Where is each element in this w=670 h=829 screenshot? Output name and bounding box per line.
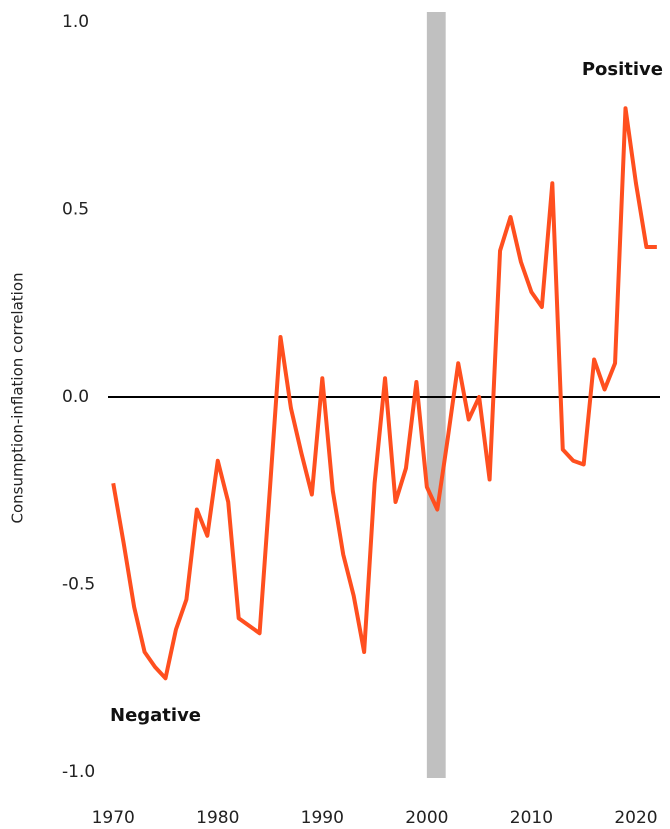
y-tick-label: 0.0 bbox=[62, 387, 89, 407]
y-tick-label: -0.5 bbox=[62, 575, 95, 595]
x-tick-label: 1980 bbox=[196, 808, 239, 828]
y-tick-label: 1.0 bbox=[62, 12, 89, 32]
x-tick-label: 1990 bbox=[301, 808, 344, 828]
annotation: Negative bbox=[110, 705, 201, 726]
x-tick-label: 1970 bbox=[92, 808, 135, 828]
x-tick-label: 2010 bbox=[510, 808, 553, 828]
y-axis-label: Consumption-inflation correlation bbox=[9, 272, 27, 523]
data-line bbox=[111, 106, 657, 681]
x-tick-label: 2000 bbox=[405, 808, 448, 828]
annotation: Positive bbox=[582, 59, 663, 80]
shaded-band bbox=[426, 12, 446, 778]
x-tick-label: 2020 bbox=[614, 808, 657, 828]
y-tick-label: -1.0 bbox=[62, 762, 95, 782]
y-tick-label: 0.5 bbox=[62, 200, 89, 220]
